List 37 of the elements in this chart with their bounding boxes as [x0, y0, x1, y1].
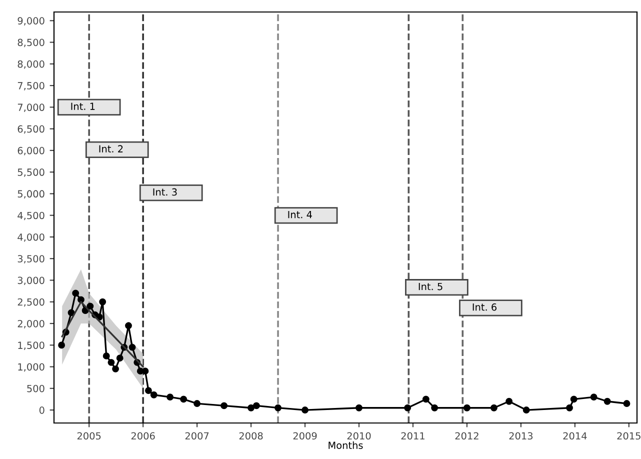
y-tick-label: 4,000 — [18, 233, 44, 242]
y-tick-label: 2,000 — [18, 320, 44, 328]
x-tick-label: 2011 — [401, 432, 424, 440]
ref-line-label: Int. 2 — [99, 145, 123, 152]
x-tick-label: 2005 — [77, 432, 101, 440]
x-tick-label: 2010 — [347, 432, 371, 440]
y-tick-label: 5,000 — [18, 190, 44, 199]
y-tick-label: 8,500 — [18, 38, 44, 48]
y-tick-label: 6,500 — [18, 125, 44, 134]
y-tick-label: 6,000 — [18, 146, 44, 156]
y-tick-label: 500 — [27, 384, 44, 392]
y-tick-label: 1,000 — [18, 363, 44, 372]
x-tick-label: 2014 — [563, 432, 587, 440]
y-tick-label: 1,500 — [18, 342, 44, 350]
y-tick-label: 4,500 — [18, 212, 44, 220]
x-tick-label: 2008 — [239, 432, 263, 440]
ref-line-label: Int. 5 — [418, 282, 442, 290]
ref-line-label: Int. 6 — [472, 303, 497, 311]
y-tick-label: 2,500 — [18, 298, 44, 307]
y-tick-label: 5,500 — [18, 168, 44, 177]
annotation: Int. 1 — [71, 102, 95, 110]
x-tick-label: 2012 — [455, 432, 478, 440]
x-tick-label: 2007 — [185, 432, 209, 440]
y-tick-label: 0 — [39, 406, 44, 414]
ref-line-label: Int. 3 — [153, 188, 177, 196]
y-tick-label: 9,000 — [18, 17, 44, 26]
ref-line-label: Int. 4 — [288, 211, 312, 218]
x-tick-label: 2006 — [131, 432, 155, 440]
y-tick-label: 3,500 — [18, 255, 44, 264]
x-axis-title: Months — [328, 441, 363, 449]
y-tick-label: 7,500 — [18, 82, 44, 90]
y-tick-label: 3,000 — [18, 276, 44, 286]
x-tick-label: 2013 — [509, 432, 533, 440]
y-tick-label: 8,000 — [18, 60, 44, 69]
y-tick-label: 7,000 — [18, 104, 44, 112]
x-tick-label: 2015 — [617, 432, 640, 440]
x-tick-label: 2009 — [293, 432, 317, 440]
